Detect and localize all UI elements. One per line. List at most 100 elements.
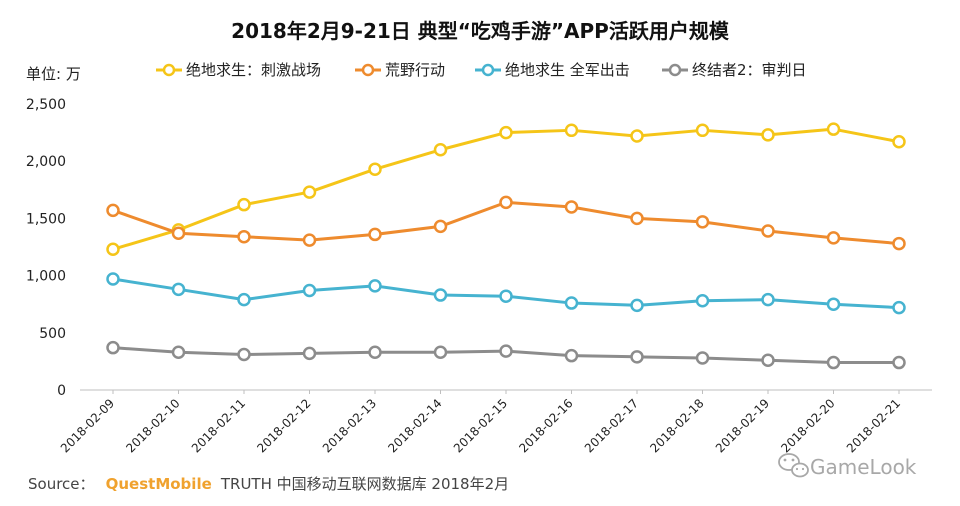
y-tick-label: 500 <box>39 326 66 342</box>
data-point <box>761 224 775 238</box>
chart-title: 2018年2月9-21日 典型“吃鸡手游”APP活跃用户规模 <box>231 19 730 43</box>
data-point <box>892 300 906 315</box>
legend-item: 绝地求生：刺激战场 <box>156 61 321 79</box>
data-point <box>106 340 120 355</box>
data-point <box>695 215 710 229</box>
source-prefix: Source： <box>28 475 95 493</box>
data-point <box>499 344 513 358</box>
y-axis-label: 单位: 万 <box>26 65 81 83</box>
y-axis-ticks: 0 500 1,000 1,500 2,000 2,500 <box>26 97 66 399</box>
data-point <box>237 229 251 244</box>
data-point <box>564 200 579 214</box>
data-point <box>892 135 906 149</box>
data-point <box>695 123 710 138</box>
x-tick-label: 2018-02-16 <box>516 396 575 455</box>
data-point <box>499 195 513 210</box>
y-tick-label: 2,500 <box>26 97 66 113</box>
data-point <box>302 346 317 361</box>
data-point <box>630 129 644 143</box>
series-0 <box>106 122 906 257</box>
legend-label: 绝地求生：刺激战场 <box>186 61 321 79</box>
y-tick-label: 2,000 <box>26 154 66 170</box>
x-tick-label: 2018-02-15 <box>451 396 510 455</box>
data-point <box>892 236 906 251</box>
data-point <box>171 282 186 297</box>
data-point <box>433 345 448 359</box>
legend-label: 终结者2：审判日 <box>692 61 807 79</box>
legend-item: 绝地求生 全军出击 <box>475 61 630 79</box>
data-point <box>695 351 710 365</box>
source-suffix: TRUTH 中国移动互联网数据库 2018年2月 <box>220 475 509 493</box>
x-tick-label: 2018-02-17 <box>582 396 641 455</box>
data-point <box>564 123 579 138</box>
data-point <box>826 297 841 311</box>
data-point <box>106 203 120 218</box>
x-axis-ticks: 2018-02-09 2018-02-10 2018-02-11 2018-02-12… <box>58 390 903 455</box>
watermark: GameLook <box>778 453 917 479</box>
x-tick-label: 2018-02-13 <box>320 396 379 455</box>
x-tick-label: 2018-02-20 <box>778 396 837 455</box>
x-tick-label: 2018-02-09 <box>58 396 117 455</box>
data-point <box>826 122 841 136</box>
series-2 <box>106 272 906 315</box>
data-point <box>368 345 382 359</box>
y-tick-label: 1,500 <box>26 211 66 227</box>
data-point <box>826 355 841 370</box>
legend-marker <box>668 63 682 77</box>
data-point <box>368 279 382 293</box>
legend-label: 荒野行动 <box>385 61 445 79</box>
data-point <box>761 292 775 307</box>
data-point <box>630 298 644 313</box>
data-point <box>826 231 841 245</box>
data-point <box>695 294 710 308</box>
y-tick-label: 1,000 <box>26 269 66 285</box>
x-tick-label: 2018-02-18 <box>647 396 706 455</box>
series-3 <box>106 340 906 370</box>
data-point <box>761 353 775 368</box>
data-point <box>302 233 317 247</box>
legend-marker <box>481 63 495 77</box>
x-tick-label: 2018-02-12 <box>254 396 313 455</box>
legend: 绝地求生：刺激战场 荒野行动 绝地求生 全军出击 终结者2：审判日 <box>156 61 807 79</box>
data-point <box>630 350 644 364</box>
x-tick-label: 2018-02-21 <box>844 396 903 455</box>
data-point <box>302 185 317 199</box>
data-point <box>564 296 579 310</box>
legend-marker <box>361 63 375 77</box>
data-point <box>433 288 448 302</box>
legend-label: 绝地求生 全军出击 <box>505 61 630 79</box>
data-point <box>892 355 906 370</box>
data-point <box>302 283 317 298</box>
legend-marker <box>162 63 176 77</box>
x-tick-label: 2018-02-19 <box>713 396 772 455</box>
data-point <box>106 242 120 257</box>
data-point <box>433 143 448 157</box>
x-tick-label: 2018-02-10 <box>123 396 182 455</box>
series-1 <box>106 195 906 251</box>
data-point <box>237 347 251 362</box>
y-tick-label: 0 <box>57 383 66 399</box>
data-point <box>171 345 186 359</box>
source-brand: QuestMobile <box>106 475 212 493</box>
watermark-text: GameLook <box>810 455 917 479</box>
data-point <box>499 125 513 140</box>
legend-item: 终结者2：审判日 <box>662 61 807 79</box>
source-line: Source： QuestMobile TRUTH 中国移动互联网数据库 201… <box>28 474 509 493</box>
legend-item: 荒野行动 <box>355 61 445 79</box>
data-point <box>106 272 120 286</box>
data-point <box>630 211 644 226</box>
x-tick-label: 2018-02-14 <box>385 396 444 455</box>
x-tick-label: 2018-02-11 <box>189 396 248 455</box>
data-point <box>433 219 448 234</box>
data-point <box>368 162 382 176</box>
wechat-icon <box>778 453 809 478</box>
data-point <box>368 227 382 242</box>
data-point <box>237 197 251 212</box>
data-point <box>171 226 186 241</box>
data-point <box>761 128 775 142</box>
data-point <box>237 292 251 307</box>
data-point <box>564 348 579 363</box>
data-point <box>499 289 513 303</box>
series-layer <box>106 122 906 370</box>
